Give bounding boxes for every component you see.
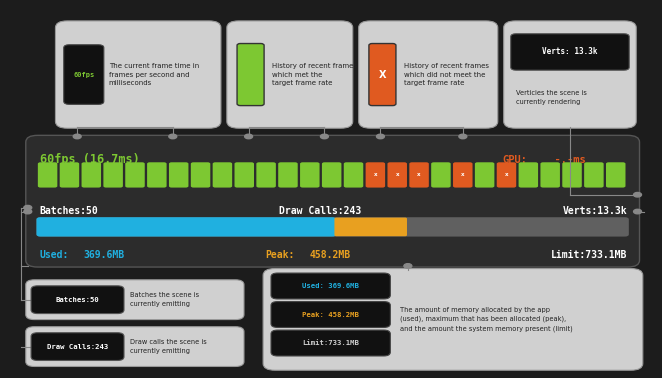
FancyBboxPatch shape (36, 217, 629, 237)
FancyBboxPatch shape (409, 162, 429, 187)
FancyBboxPatch shape (540, 162, 560, 187)
Text: Used: 369.6MB: Used: 369.6MB (303, 283, 359, 289)
Text: x: x (373, 172, 377, 177)
FancyBboxPatch shape (518, 162, 538, 187)
FancyBboxPatch shape (334, 218, 407, 236)
FancyBboxPatch shape (271, 330, 391, 356)
Text: x: x (395, 172, 399, 177)
Text: The amount of memory allocated by the app
(used), maximum that has been allocate: The amount of memory allocated by the ap… (401, 307, 573, 332)
Text: Draw calls the scene is
currently emitting: Draw calls the scene is currently emitti… (130, 339, 207, 354)
FancyBboxPatch shape (256, 162, 276, 187)
Text: 60fps: 60fps (73, 71, 95, 77)
Circle shape (73, 134, 81, 139)
FancyBboxPatch shape (344, 162, 363, 187)
FancyBboxPatch shape (504, 21, 636, 128)
FancyBboxPatch shape (26, 280, 244, 319)
Text: 369.6MB: 369.6MB (84, 249, 125, 260)
FancyBboxPatch shape (496, 162, 516, 187)
Circle shape (377, 134, 385, 139)
FancyBboxPatch shape (387, 162, 407, 187)
Circle shape (634, 192, 641, 197)
FancyBboxPatch shape (147, 162, 167, 187)
Text: Verts:13.3k: Verts:13.3k (563, 206, 628, 216)
Circle shape (404, 264, 412, 268)
FancyBboxPatch shape (31, 286, 124, 314)
Text: Verticies the scene is
currently rendering: Verticies the scene is currently renderi… (516, 90, 587, 105)
Circle shape (459, 134, 467, 139)
Text: Batches the scene is
currently emitting: Batches the scene is currently emitting (130, 293, 199, 307)
Circle shape (169, 134, 177, 139)
FancyBboxPatch shape (359, 21, 498, 128)
FancyBboxPatch shape (234, 162, 254, 187)
Text: x: x (461, 172, 465, 177)
Text: x: x (417, 172, 421, 177)
FancyBboxPatch shape (227, 21, 353, 128)
FancyBboxPatch shape (38, 162, 58, 187)
FancyBboxPatch shape (510, 34, 630, 70)
Text: Peak:: Peak: (265, 249, 295, 260)
Text: History of recent frames
which did not meet the
target frame rate: History of recent frames which did not m… (404, 63, 489, 86)
FancyBboxPatch shape (475, 162, 495, 187)
FancyBboxPatch shape (237, 43, 264, 105)
FancyBboxPatch shape (26, 327, 244, 367)
FancyBboxPatch shape (278, 162, 298, 187)
FancyBboxPatch shape (369, 43, 396, 105)
FancyBboxPatch shape (60, 162, 79, 187)
FancyBboxPatch shape (36, 217, 336, 237)
Text: Batches:50: Batches:50 (40, 206, 99, 216)
FancyBboxPatch shape (322, 162, 342, 187)
Text: 458.2MB: 458.2MB (309, 249, 350, 260)
FancyBboxPatch shape (606, 162, 626, 187)
FancyBboxPatch shape (453, 162, 473, 187)
Text: Used:: Used: (40, 249, 69, 260)
FancyBboxPatch shape (271, 302, 391, 327)
Text: X: X (379, 70, 386, 79)
Circle shape (245, 134, 252, 139)
FancyBboxPatch shape (56, 21, 221, 128)
Text: GPU:: GPU: (502, 155, 528, 165)
Text: x: x (504, 172, 508, 177)
FancyBboxPatch shape (584, 162, 604, 187)
FancyBboxPatch shape (365, 162, 385, 187)
FancyBboxPatch shape (271, 273, 391, 299)
FancyBboxPatch shape (191, 162, 211, 187)
FancyBboxPatch shape (103, 162, 123, 187)
Text: Limit:733.1MB: Limit:733.1MB (551, 249, 628, 260)
Text: Draw Calls:243: Draw Calls:243 (47, 344, 108, 350)
Text: Draw Calls:243: Draw Calls:243 (279, 206, 361, 216)
FancyBboxPatch shape (64, 45, 104, 104)
Text: Batches:50: Batches:50 (56, 297, 99, 303)
Text: Peak: 458.2MB: Peak: 458.2MB (303, 311, 359, 318)
FancyBboxPatch shape (31, 333, 124, 361)
FancyBboxPatch shape (562, 162, 582, 187)
Text: History of recent frames
which met the
target frame rate: History of recent frames which met the t… (271, 63, 357, 86)
FancyBboxPatch shape (26, 135, 639, 267)
Text: Verts: 13.3k: Verts: 13.3k (542, 48, 598, 56)
FancyBboxPatch shape (125, 162, 145, 187)
FancyBboxPatch shape (263, 268, 643, 370)
Text: -.-ms: -.-ms (542, 155, 586, 165)
FancyBboxPatch shape (169, 162, 189, 187)
FancyBboxPatch shape (81, 162, 101, 187)
FancyBboxPatch shape (300, 162, 320, 187)
Circle shape (24, 209, 32, 214)
Circle shape (320, 134, 328, 139)
Text: 60fps (16.7ms): 60fps (16.7ms) (40, 153, 140, 166)
Text: The current frame time in
frames per second and
milliseconds: The current frame time in frames per sec… (109, 63, 199, 86)
FancyBboxPatch shape (431, 162, 451, 187)
Circle shape (24, 205, 32, 210)
FancyBboxPatch shape (213, 162, 232, 187)
Circle shape (634, 209, 641, 214)
Text: Limit:733.1MB: Limit:733.1MB (303, 340, 359, 346)
